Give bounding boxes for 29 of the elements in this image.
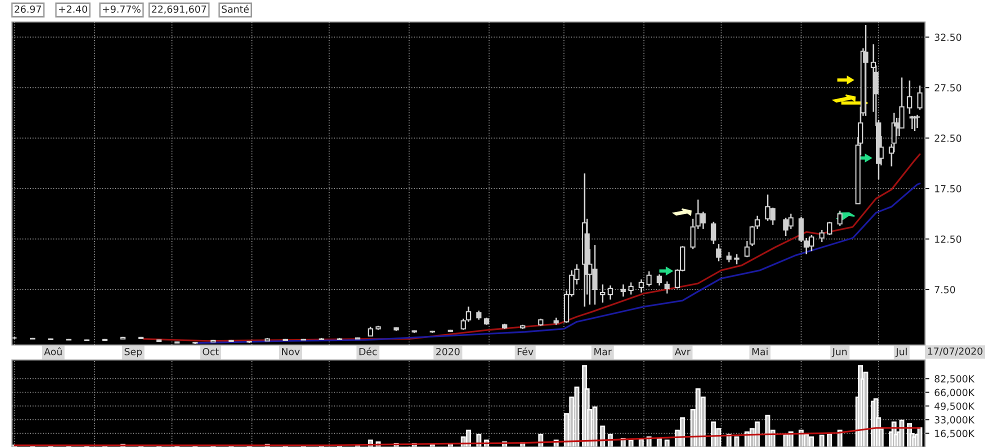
x-tick-label: 2020 xyxy=(436,348,460,356)
text: +9.77% xyxy=(103,5,140,13)
x-tick-label: Aoû xyxy=(44,347,62,356)
x-tick-label: Jul xyxy=(895,348,907,358)
text: 17/07/2020 xyxy=(928,347,982,356)
x-tick-label: Jun xyxy=(832,348,847,358)
x-tick-label: Avr xyxy=(674,348,690,356)
y-tick-label: 33,000K xyxy=(934,416,975,424)
text: Santé xyxy=(222,4,249,13)
y-tick-label: 12.50 xyxy=(935,235,962,243)
y-tick-label: 17.50 xyxy=(935,185,962,192)
y-tick-label: 16,500K xyxy=(935,430,975,438)
x-tick-label: Déc xyxy=(359,347,377,356)
x-tick-label: Mar xyxy=(594,348,612,356)
y-tick-label: 27.50 xyxy=(934,84,962,92)
text: 22,691,607 xyxy=(152,5,206,14)
x-tick-label: Sep xyxy=(124,348,142,358)
y-tick-label: 7.50 xyxy=(934,286,956,294)
y-tick-label: 49,500K xyxy=(934,402,975,411)
y-tick-label: 82,500K xyxy=(934,375,975,384)
x-tick-label: Oct xyxy=(202,348,219,356)
x-tick-label: Nov xyxy=(282,348,300,356)
x-tick-label: Fév xyxy=(518,347,534,356)
y-tick-label: 22.50 xyxy=(934,134,962,142)
text: 26.97 xyxy=(14,5,41,13)
x-tick-label: Mai xyxy=(752,348,768,356)
y-tick-label: 66,000K xyxy=(934,388,975,398)
text: +2.40 xyxy=(59,5,88,13)
y-tick-label: 32.50 xyxy=(934,34,962,41)
